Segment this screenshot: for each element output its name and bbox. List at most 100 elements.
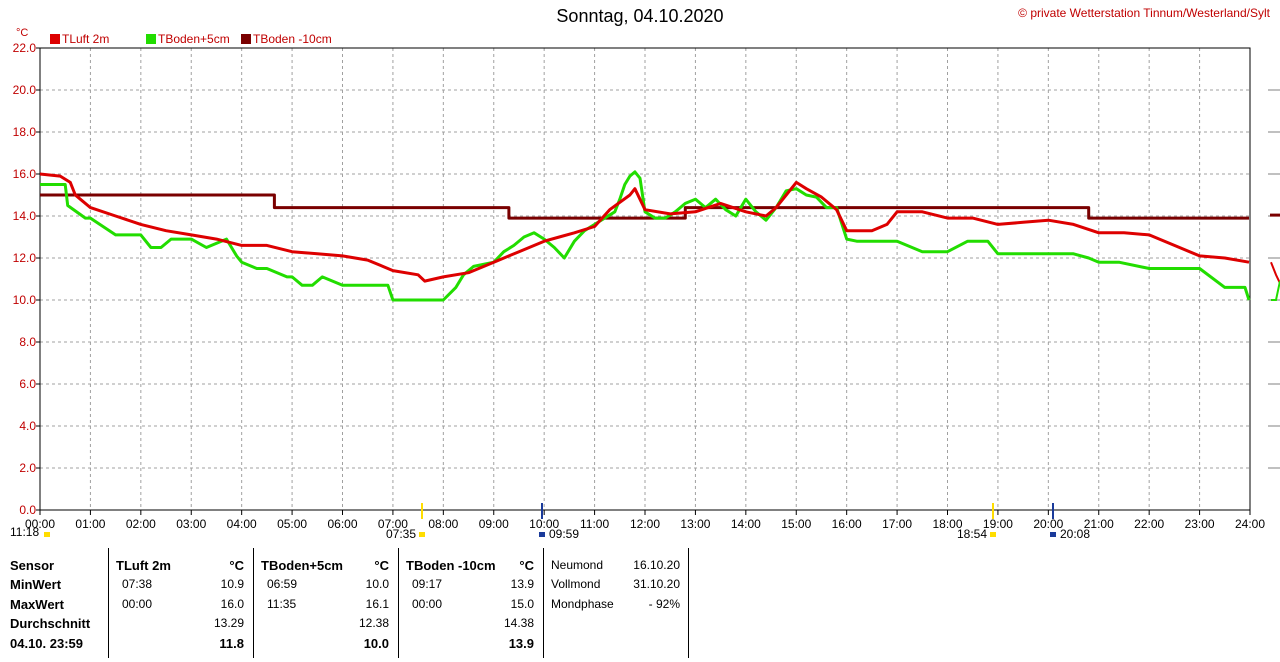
y-tick-label: 4.0: [19, 419, 36, 433]
x-tick-label: 18:00: [932, 517, 962, 531]
legend-label-tluft: TLuft 2m: [62, 32, 110, 46]
x-tick-label: 01:00: [75, 517, 105, 531]
legend-swatch-tboden10: [241, 34, 251, 44]
stats-col-tboden10-name: TBoden -10cm: [406, 558, 496, 573]
y-tick-label: 22.0: [13, 41, 37, 55]
x-tick-label: 09:00: [479, 517, 509, 531]
stats-tboden10-min: 13.9: [510, 577, 534, 591]
x-tick-label: 20:00: [1033, 517, 1063, 531]
time-marker-label: 11:18: [10, 525, 39, 539]
plot-frame: [39, 47, 1251, 511]
x-tick-label: 13:00: [680, 517, 710, 531]
moon-label-vollmond: Vollmond: [551, 577, 601, 591]
stats-tluft-avg: 13.29: [213, 616, 244, 630]
stats-tluft-current: 11.8: [219, 636, 244, 651]
time-marker-icon: [1050, 532, 1056, 537]
stats-tboden5-min: 10.0: [365, 577, 389, 591]
x-tick-label: 23:00: [1185, 517, 1215, 531]
y-tick-label: 20.0: [13, 83, 37, 97]
x-tick-label: 10:00: [529, 517, 559, 531]
x-tick-label: 19:00: [983, 517, 1013, 531]
moon-label-neumond: Neumond: [551, 558, 604, 572]
stats-tboden5-min-time: 06:59: [267, 577, 298, 591]
y-tick-label: 12.0: [13, 251, 37, 265]
legend-label-tboden10: TBoden -10cm: [253, 32, 332, 46]
x-tick-label: 05:00: [277, 517, 307, 531]
time-marker-label: 20:08: [1060, 527, 1090, 541]
stats-col-tboden5-name: TBoden+5cm: [261, 558, 343, 573]
stats-tluft-max: 16.0: [220, 597, 244, 611]
time-marker-label: 09:59: [549, 527, 579, 541]
stats-label-current: 04.10. 23:59: [10, 636, 84, 651]
stats-col-tboden5-unit: °C: [374, 558, 389, 573]
stats-label-sensor: Sensor: [10, 558, 55, 573]
stats-tboden5-max-time: 11:35: [267, 597, 297, 611]
stats-tboden5-current: 10.0: [363, 636, 389, 651]
moon-value-phase: - 92%: [648, 597, 680, 611]
legend-swatch-tluft: [50, 34, 60, 44]
x-tick-label: 22:00: [1134, 517, 1164, 531]
stats-tboden5-max: 16.1: [365, 597, 389, 611]
time-marker-icon: [539, 532, 545, 537]
time-marker-icon: [44, 532, 50, 537]
legend-item-tluft: TLuft 2m: [50, 32, 109, 46]
moon-label-phase: Mondphase: [551, 597, 614, 611]
x-tick-label: 16:00: [832, 517, 862, 531]
copyright-note: © private Wetterstation Tinnum/Westerlan…: [1018, 6, 1270, 20]
current-stub-tluft: [1270, 261, 1280, 284]
stats-tboden5-avg: 12.38: [358, 616, 389, 630]
stats-table: Sensor MinWert MaxWert Durchschnitt 04.1…: [0, 548, 1280, 662]
y-tick-label: 10.0: [13, 293, 37, 307]
x-tick-label: 15:00: [781, 517, 811, 531]
time-marker-icon: [990, 532, 996, 537]
stats-tboden10-avg: 14.38: [503, 616, 534, 630]
series-line-2: [40, 193, 1249, 220]
x-tick-label: 11:00: [580, 517, 609, 531]
legend-label-tboden5: TBoden+5cm: [158, 32, 230, 46]
x-tick-label: 06:00: [327, 517, 357, 531]
legend-swatch-tboden5: [146, 34, 156, 44]
stats-col-tluft-name: TLuft 2m: [116, 558, 171, 573]
y-tick-label: 16.0: [13, 167, 37, 181]
y-tick-label: 6.0: [19, 377, 36, 391]
chart-title: Sonntag, 04.10.2020: [556, 6, 724, 26]
series-line-1: [40, 170, 1251, 302]
stats-label-min: MinWert: [10, 577, 62, 592]
stats-tboden10-min-time: 09:17: [412, 577, 443, 591]
copyright-symbol: ©: [1018, 6, 1027, 20]
x-tick-label: 08:00: [428, 517, 458, 531]
time-marker-label: 18:54: [957, 527, 987, 541]
time-marker-label: 07:35: [386, 527, 416, 541]
stats-tluft-min-time: 07:38: [122, 577, 153, 591]
series-line-0: [39, 172, 1250, 283]
stats-tboden10-max: 15.0: [510, 597, 534, 611]
stats-tboden10-max-time: 00:00: [412, 597, 443, 611]
stats-separator: [688, 548, 689, 658]
moon-value-neumond: 16.10.20: [633, 558, 680, 572]
copyright-text: private Wetterstation Tinnum/Westerland/…: [1030, 6, 1270, 20]
y-tick-label: 14.0: [13, 209, 37, 223]
stats-tluft-max-time: 00:00: [122, 597, 153, 611]
temperature-chart: 00:00 01:00 02:00 03:00 04:00 05:00 06:00 07:00…: [10, 41, 1280, 541]
current-stub-tboden5: [1271, 280, 1280, 301]
y-tick-label: 8.0: [19, 335, 36, 349]
stats-col-tboden10-unit: °C: [519, 558, 534, 573]
legend-item-tboden5: TBoden+5cm: [146, 32, 230, 46]
x-tick-label: 14:00: [731, 517, 761, 531]
stats-tboden10-current: 13.9: [508, 636, 534, 651]
time-marker-icon: [419, 532, 425, 537]
stats-separator: [253, 548, 254, 658]
stats-separator: [108, 548, 109, 658]
y-tick-label: 18.0: [13, 125, 37, 139]
stats-separator: [398, 548, 399, 658]
y-axis-unit: °C: [16, 27, 29, 39]
x-tick-label: 04:00: [227, 517, 257, 531]
stats-separator: [543, 548, 544, 658]
x-tick-label: 24:00: [1235, 517, 1265, 531]
x-tick-label: 03:00: [176, 517, 206, 531]
x-tick-label: 17:00: [882, 517, 912, 531]
stats-label-max: MaxWert: [10, 597, 64, 612]
x-tick-label: 02:00: [126, 517, 156, 531]
x-tick-label: 21:00: [1084, 517, 1114, 531]
stats-label-avg: Durchschnitt: [10, 616, 91, 631]
